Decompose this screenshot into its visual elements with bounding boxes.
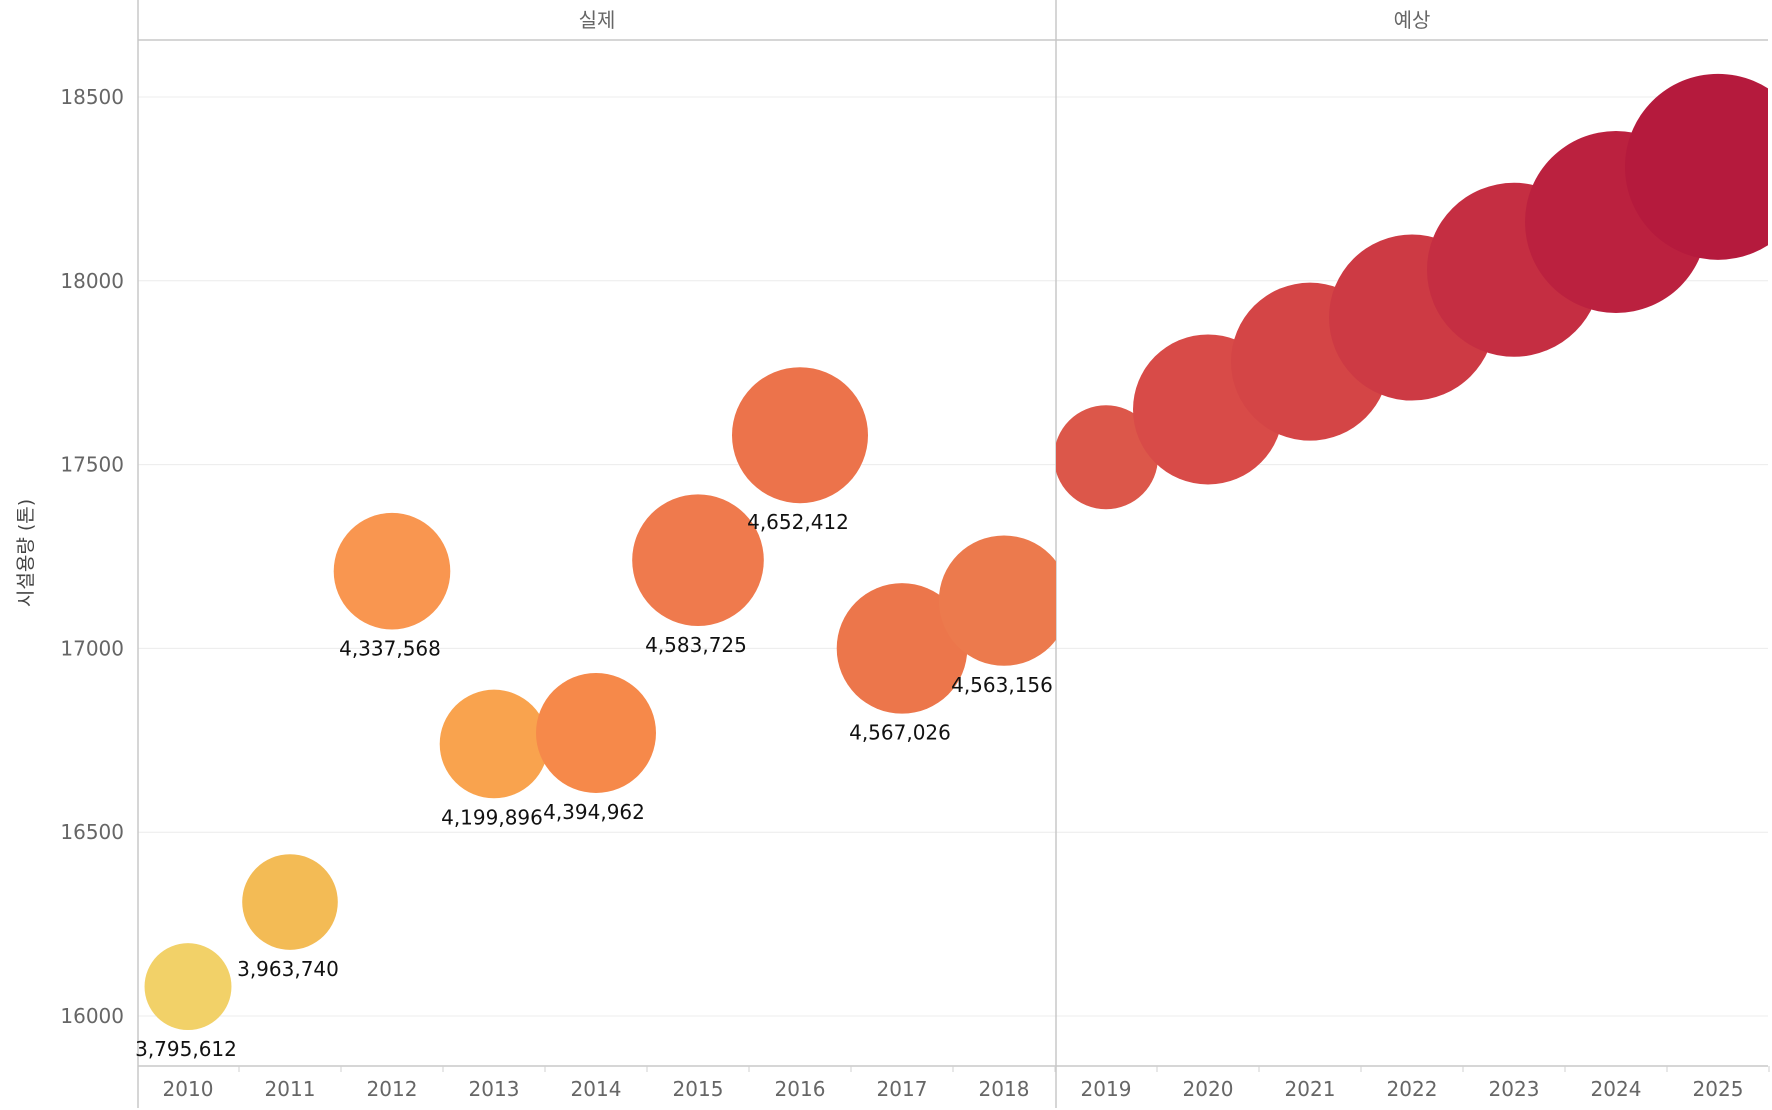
data-label-2018: 4,563,156 xyxy=(951,673,1053,697)
data-label-2012: 4,337,568 xyxy=(339,636,441,660)
panel-header-forecast: 예상 xyxy=(1394,8,1431,32)
x-tick-label: 2019 xyxy=(1081,1077,1132,1101)
x-tick-label: 2012 xyxy=(367,1077,418,1101)
bubble-2011 xyxy=(242,854,338,950)
x-tick-label: 2025 xyxy=(1693,1077,1744,1101)
y-tick-label: 16000 xyxy=(60,1004,124,1028)
x-tick-label: 2015 xyxy=(673,1077,724,1101)
x-tick-label: 2020 xyxy=(1183,1077,1234,1101)
bubble-2013 xyxy=(439,689,549,799)
x-tick-label: 2018 xyxy=(979,1077,1030,1101)
x-tick-label: 2017 xyxy=(877,1077,928,1101)
data-label-2011: 3,963,740 xyxy=(237,957,339,981)
x-tick-label: 2014 xyxy=(571,1077,622,1101)
y-axis-title: 시설용량 (톤) xyxy=(15,499,37,607)
bubble-2014 xyxy=(536,672,656,793)
label-layer: 3,795,612 3,963,740 4,337,568 4,199,896 4,39… xyxy=(135,510,1053,1061)
bubble-2018 xyxy=(938,535,1056,666)
data-label-2013: 4,199,896 xyxy=(441,805,543,829)
x-tick-label: 2023 xyxy=(1489,1077,1540,1101)
y-tick-label: 18000 xyxy=(60,269,124,293)
x-tick-label: 2013 xyxy=(469,1077,520,1101)
data-label-2014: 4,394,962 xyxy=(543,800,645,824)
panel-header-actual: 실제 xyxy=(579,8,616,32)
x-tick-label: 2010 xyxy=(163,1077,214,1101)
x-tick-label: 2011 xyxy=(265,1077,316,1101)
data-label-2015: 4,583,725 xyxy=(645,633,747,657)
bubble-2012 xyxy=(333,512,451,630)
data-label-2017: 4,567,026 xyxy=(849,721,951,745)
bubble-2015 xyxy=(632,494,764,626)
bubble-2025 xyxy=(1625,73,1768,260)
x-tick-label: 2024 xyxy=(1591,1077,1642,1101)
y-tick-label: 18500 xyxy=(60,85,124,109)
x-tick-label: 2016 xyxy=(775,1077,826,1101)
data-label-2016: 4,652,412 xyxy=(747,510,849,534)
bubble-2010 xyxy=(144,943,232,1031)
bubble-2016 xyxy=(732,367,868,504)
data-label-2010: 3,795,612 xyxy=(135,1037,237,1061)
y-tick-label: 17000 xyxy=(60,636,124,660)
x-tick-label: 2022 xyxy=(1387,1077,1438,1101)
bubble-layer xyxy=(144,73,1768,1031)
x-tick-label: 2021 xyxy=(1285,1077,1336,1101)
y-tick-label: 16500 xyxy=(60,820,124,844)
y-tick-label: 17500 xyxy=(60,453,124,477)
bubble-2019 xyxy=(1056,405,1158,510)
bubble-2017 xyxy=(836,583,968,714)
